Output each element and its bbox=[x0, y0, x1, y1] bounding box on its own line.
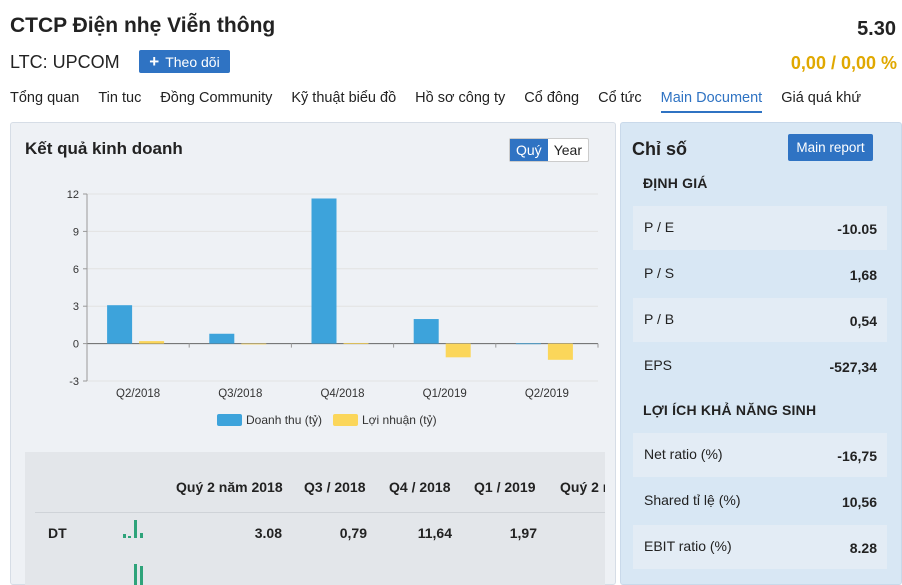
indicator-label: EPS bbox=[644, 357, 673, 373]
stock-price: 5.30 bbox=[857, 18, 896, 40]
indicator-row-ebit-ratio: EBIT ratio (%) 8.28 bbox=[633, 525, 887, 569]
follow-label: Theo dõi bbox=[165, 53, 220, 70]
follow-button[interactable]: + Theo dõi bbox=[139, 50, 230, 73]
cell-dt-q1-2019: 1,97 bbox=[509, 525, 537, 541]
indicator-value: -10.05 bbox=[837, 221, 877, 237]
tab-community[interactable]: Đồng Community bbox=[160, 90, 273, 106]
bar-profit-q4-2018 bbox=[343, 342, 369, 344]
bar-profit-q1-2019 bbox=[445, 343, 471, 358]
indicator-value: 8.28 bbox=[849, 540, 877, 556]
col-header-q2-2018: Quý 2 năm 2018 bbox=[176, 479, 283, 495]
bar-revenue-q1-2019 bbox=[413, 319, 439, 344]
tab-overview[interactable]: Tổng quan bbox=[10, 90, 80, 106]
row-label-dt: DT bbox=[48, 525, 67, 541]
col-header-q3-2018: Q3 / 2018 bbox=[304, 479, 366, 495]
indicator-label: P / S bbox=[644, 265, 675, 281]
price-change: 0,00 / 0,00 % bbox=[790, 53, 897, 73]
profitability-heading: LỢI ÍCH KHẢ NĂNG SINH bbox=[643, 402, 817, 418]
period-toggle: Quý Year bbox=[509, 138, 589, 162]
indicator-row-shared-ratio: Shared tỉ lệ (%) 10,56 bbox=[633, 479, 887, 523]
y-tick-label: 3 bbox=[73, 301, 79, 313]
next-row-sparkline-icon bbox=[134, 564, 143, 585]
tab-company-profile[interactable]: Hồ sơ công ty bbox=[415, 90, 506, 106]
main-report-button[interactable]: Main report bbox=[788, 134, 873, 161]
y-tick-label: -3 bbox=[69, 376, 79, 388]
bar-revenue-q2-2019 bbox=[515, 343, 541, 345]
plus-icon: + bbox=[149, 52, 160, 71]
bar-profit-q2-2018 bbox=[139, 341, 165, 344]
tab-news[interactable]: Tin tuc bbox=[98, 90, 142, 106]
cell-dt-q3-2018: 0,79 bbox=[339, 525, 367, 541]
results-table: Quý 2 năm 2018 Q3 / 2018 Q4 / 2018 Q1 / … bbox=[25, 452, 605, 585]
indicator-label: P / B bbox=[644, 311, 675, 327]
y-tick-label: 0 bbox=[73, 339, 79, 351]
indicators-panel: Chỉ số Main report ĐỊNH GIÁ P / E -10.05… bbox=[620, 122, 902, 585]
bar-profit-q2-2019 bbox=[547, 343, 573, 360]
x-tick-label: Q4/2018 bbox=[320, 388, 364, 400]
indicators-title: Chỉ số bbox=[632, 139, 688, 159]
legend-swatch bbox=[333, 414, 358, 426]
chart-panel-title: Kết quả kinh doanh bbox=[25, 139, 183, 158]
indicator-row-net-ratio: Net ratio (%) -16,75 bbox=[633, 433, 887, 477]
tab-dividends[interactable]: Cổ tức bbox=[598, 90, 642, 106]
indicator-value: 0,54 bbox=[849, 313, 877, 329]
cell-dt-q4-2018: 11,64 bbox=[417, 525, 452, 541]
indicator-value: 10,56 bbox=[841, 494, 877, 510]
y-tick-label: 6 bbox=[73, 264, 79, 276]
y-tick-label: 9 bbox=[73, 226, 79, 238]
valuation-heading: ĐỊNH GIÁ bbox=[643, 175, 708, 191]
indicator-value: -16,75 bbox=[837, 448, 877, 464]
business-results-chart: 12 9 6 3 0 -3 Q2/2018 Q3/2018 Q4/2018 Q1/2019 Q2/2… bbox=[67, 189, 599, 427]
x-tick-label: Q2/2019 bbox=[525, 388, 569, 400]
tab-shareholders[interactable]: Cổ đông bbox=[524, 90, 580, 106]
x-tick-label: Q3/2018 bbox=[218, 388, 262, 400]
col-header-q4-2018: Q4 / 2018 bbox=[389, 479, 451, 495]
x-tick-label: Q1/2019 bbox=[423, 388, 467, 400]
y-tick-label: 12 bbox=[67, 189, 79, 201]
bar-revenue-q4-2018 bbox=[311, 198, 337, 344]
header-divider bbox=[35, 512, 605, 513]
legend-label: Lợi nhuận (tỷ) bbox=[362, 413, 437, 427]
legend-label: Doanh thu (tỷ) bbox=[246, 413, 322, 427]
indicator-label: Net ratio (%) bbox=[644, 446, 723, 462]
indicator-row-eps: EPS -527,34 bbox=[633, 344, 887, 388]
ticker-exchange: LTC: UPCOM bbox=[10, 52, 120, 72]
company-name: CTCP Điện nhẹ Viễn thông bbox=[10, 14, 276, 37]
tab-technical-chart[interactable]: Kỹ thuật biểu đồ bbox=[291, 90, 397, 106]
indicator-row-ps: P / S 1,68 bbox=[633, 252, 887, 296]
indicator-row-pb: P / B 0,54 bbox=[633, 298, 887, 342]
bar-profit-q3-2018 bbox=[241, 343, 267, 345]
dt-sparkline-icon bbox=[123, 520, 143, 538]
bar-revenue-q2-2018 bbox=[107, 305, 133, 344]
indicator-label: Shared tỉ lệ (%) bbox=[644, 492, 741, 508]
col-header-q1-2019: Q1 / 2019 bbox=[474, 479, 536, 495]
legend-swatch bbox=[217, 414, 242, 426]
indicator-label: P / E bbox=[644, 219, 675, 235]
toggle-quarter[interactable]: Quý bbox=[510, 139, 548, 161]
x-tick-label: Q2/2018 bbox=[116, 388, 160, 400]
indicator-row-pe: P / E -10.05 bbox=[633, 206, 887, 250]
bar-revenue-q3-2018 bbox=[209, 333, 235, 344]
col-header-q2-2019: Quý 2 năm 2019 bbox=[560, 479, 605, 495]
indicator-value: 1,68 bbox=[849, 267, 877, 283]
tab-main-document[interactable]: Main Document bbox=[660, 90, 763, 113]
indicator-value: -527,34 bbox=[829, 359, 877, 375]
tab-price-history[interactable]: Giá quá khứ bbox=[781, 90, 862, 106]
toggle-year[interactable]: Year bbox=[553, 142, 582, 158]
tab-bar: Tổng quan Tin tuc Đồng Community Kỹ thuậ… bbox=[10, 90, 880, 113]
business-results-panel: Kết quả kinh doanh Quý Year 12 9 6 3 0 -3 Q2/2… bbox=[10, 122, 616, 585]
cell-dt-q2-2018: 3.08 bbox=[254, 525, 282, 541]
indicator-label: EBIT ratio (%) bbox=[644, 538, 732, 554]
